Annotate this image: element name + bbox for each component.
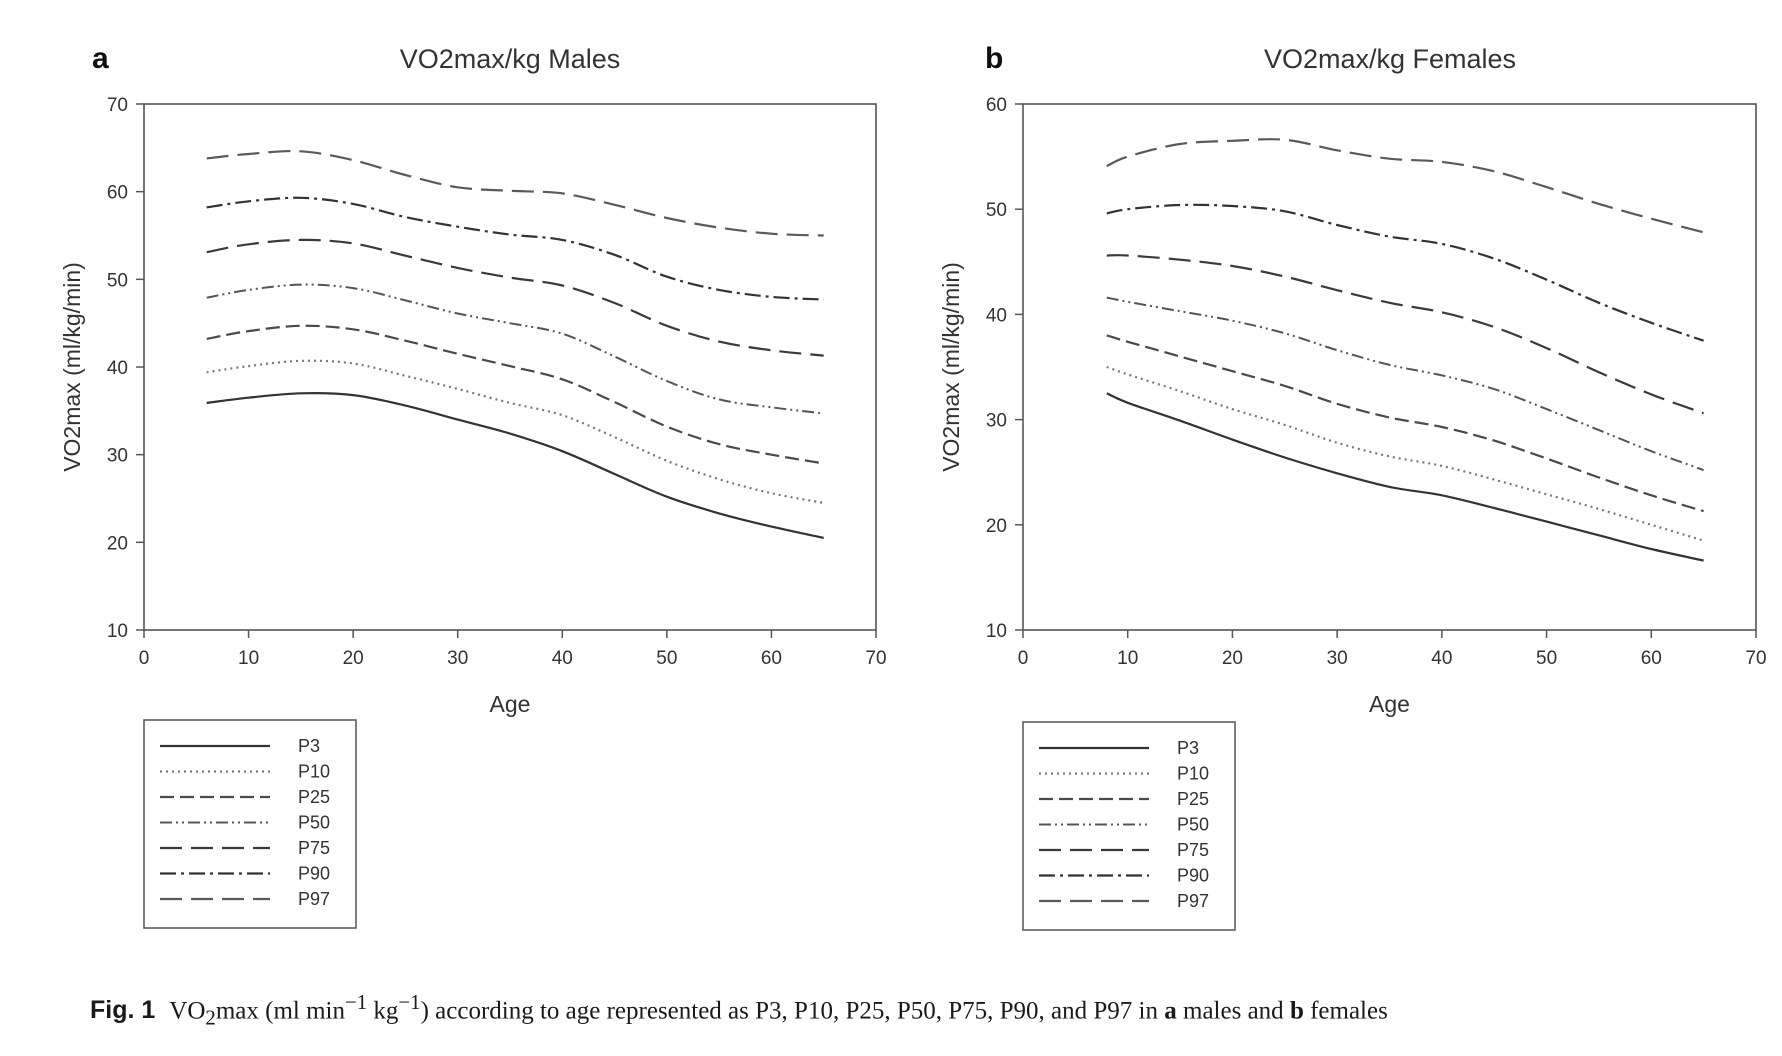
- x-tick-label: 60: [761, 648, 782, 669]
- y-tick-label: 40: [107, 358, 128, 379]
- legend-label-p10: P10: [1177, 764, 1209, 784]
- plot-frame: [1022, 103, 1757, 631]
- panel-letter: a: [92, 42, 109, 75]
- chart-a: a VO2max/kg Males 0 10 20 30 40 50 60 70 10 20 30 40 5…: [59, 42, 887, 929]
- chart-title: VO2max/kg Females: [1264, 44, 1516, 74]
- legend-label-p97: P97: [1177, 891, 1209, 911]
- x-tick-label: 70: [865, 648, 886, 669]
- x-axis-label: Age: [490, 691, 531, 717]
- series-line-p10: [206, 359, 824, 504]
- x-tick-label: 40: [1431, 648, 1452, 669]
- x-tick-label: 10: [1117, 648, 1138, 669]
- x-tick-label: 50: [1536, 648, 1557, 669]
- x-tick-label: 10: [238, 648, 259, 669]
- series-line-p3: [1106, 392, 1704, 562]
- legend-label-p75: P75: [298, 838, 330, 858]
- y-tick-label: 70: [107, 95, 128, 116]
- legend: P3 P10 P25 P50 P75 P90 P97: [1022, 721, 1236, 931]
- series-line-p90: [1106, 203, 1704, 342]
- panel-letter: b: [985, 42, 1003, 75]
- series-line-p10: [1106, 365, 1704, 542]
- x-tick-label: 0: [139, 648, 150, 669]
- x-tick-label: 20: [1222, 648, 1243, 669]
- y-tick-label: 40: [986, 305, 1007, 326]
- y-tick-label: 30: [107, 446, 128, 467]
- y-axis-label: VO2max (ml/kg/min): [59, 262, 85, 472]
- y-tick-label: 60: [107, 183, 128, 204]
- legend-label-p97: P97: [298, 889, 330, 909]
- y-tick-label: 30: [986, 411, 1007, 432]
- legend-label-p10: P10: [298, 762, 330, 782]
- series-line-p75: [206, 238, 824, 357]
- series-line-p25: [206, 324, 824, 465]
- legend-label-p50: P50: [298, 813, 330, 833]
- y-tick-label: 50: [986, 200, 1007, 221]
- x-tick-label: 20: [343, 648, 364, 669]
- x-tick-label: 50: [656, 648, 677, 669]
- legend-box: [1022, 721, 1236, 931]
- legend-label-p75: P75: [1177, 840, 1209, 860]
- y-tick-label: 20: [107, 533, 128, 554]
- legend-label-p25: P25: [298, 787, 330, 807]
- legend-label-p90: P90: [298, 864, 330, 884]
- y-tick-label: 60: [986, 95, 1007, 116]
- chart-title: VO2max/kg Males: [400, 44, 621, 74]
- x-tick-label: 70: [1745, 648, 1766, 669]
- legend-label-p3: P3: [298, 736, 320, 756]
- x-tick-label: 30: [447, 648, 468, 669]
- x-tick-label: 40: [552, 648, 573, 669]
- series-line-p25: [1106, 334, 1704, 513]
- series-line-p75: [1106, 254, 1704, 415]
- series-line-p50: [206, 283, 824, 415]
- chart-b: b VO2max/kg Females 0 10 20 30 40 50 60 70 10 20 30 4…: [938, 42, 1767, 931]
- x-tick-label: 60: [1641, 648, 1662, 669]
- series-line-p97: [206, 149, 824, 237]
- legend-box: [143, 719, 357, 929]
- legend: P3 P10 P25 P50 P75 P90 P97: [143, 719, 357, 929]
- caption-label: Fig. 1: [90, 996, 156, 1025]
- legend-label-p50: P50: [1177, 815, 1209, 835]
- y-tick-label: 50: [107, 270, 128, 291]
- y-tick-label: 10: [986, 621, 1007, 642]
- series-line-p3: [206, 392, 824, 540]
- y-tick-label: 10: [107, 621, 128, 642]
- series-line-p90: [206, 196, 824, 301]
- legend-label-p3: P3: [1177, 738, 1199, 758]
- legend-label-p25: P25: [1177, 789, 1209, 809]
- legend-label-p90: P90: [1177, 866, 1209, 886]
- y-tick-label: 20: [986, 516, 1007, 537]
- x-tick-label: 0: [1018, 648, 1029, 669]
- x-tick-label: 30: [1327, 648, 1348, 669]
- x-axis-label: Age: [1369, 691, 1410, 717]
- figure-caption: Fig. 1 VO2max (ml min−1 kg−1) according t…: [90, 990, 1388, 1030]
- series-line-p97: [1106, 138, 1704, 234]
- series-line-p50: [1106, 296, 1704, 472]
- y-axis-label: VO2max (ml/kg/min): [938, 262, 964, 472]
